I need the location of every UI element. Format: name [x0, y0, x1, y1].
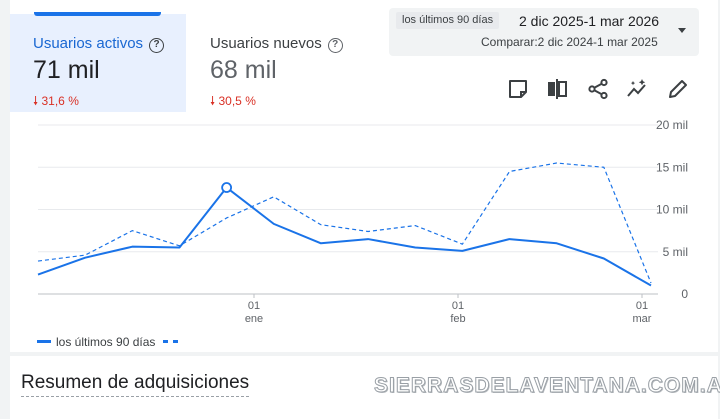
active-users-label: Usuarios activos?: [33, 35, 165, 53]
insights-icon[interactable]: [626, 78, 648, 100]
tab-active-users[interactable]: [10, 14, 186, 112]
watermark: SIERRASDELAVENTANA.COM.AR: [374, 374, 720, 398]
active-users-value: 71 mil: [33, 56, 100, 84]
series-line-compare: [37, 162, 652, 284]
date-range-compare: Comparar:2 dic 2024-1 mar 2025: [481, 35, 658, 49]
legend-dashed-swatch: [163, 340, 168, 343]
active-users-delta: 🠗 31,6 %: [33, 94, 79, 108]
dropdown-caret-icon[interactable]: [678, 28, 686, 33]
arrow-down-icon: 🠗: [33, 94, 39, 108]
acquisition-card: [10, 356, 718, 419]
legend-solid-swatch: [37, 340, 51, 343]
x-tick-day: 01: [248, 300, 260, 312]
note-icon[interactable]: [507, 78, 529, 100]
x-tick-month: mar: [633, 313, 652, 325]
help-icon[interactable]: ?: [149, 38, 165, 53]
x-tick-day: 01: [636, 300, 648, 312]
highlight-point: [221, 182, 233, 193]
active-tab-indicator: [34, 12, 161, 16]
new-users-label: Usuarios nuevos?: [210, 35, 343, 53]
series-line-current: [37, 186, 652, 287]
x-tick-day: 01: [452, 300, 464, 312]
legend-dashed-swatch: [173, 340, 178, 343]
new-users-value: 68 mil: [210, 56, 277, 84]
date-range-chip: los últimos 90 días: [396, 12, 500, 29]
y-tick-label: 15 mil: [656, 160, 688, 174]
y-tick-label: 0: [681, 287, 688, 301]
compare-icon[interactable]: [546, 78, 568, 100]
help-icon[interactable]: ?: [327, 38, 343, 53]
x-tick-month: ene: [245, 313, 263, 325]
date-range-main: 2 dic 2025-1 mar 2026: [519, 13, 660, 29]
legend-current-label: los últimos 90 días: [56, 335, 156, 349]
y-tick-label: 10 mil: [656, 203, 688, 217]
edit-icon[interactable]: [667, 78, 689, 100]
x-tick-month: feb: [450, 313, 465, 325]
y-tick-label: 5 mil: [663, 245, 688, 259]
new-users-delta: 🠗 30,5 %: [210, 94, 256, 108]
section-title[interactable]: Resumen de adquisiciones: [21, 372, 250, 397]
share-icon[interactable]: [587, 78, 609, 100]
arrow-down-icon: 🠗: [210, 94, 216, 108]
y-tick-label: 20 mil: [656, 118, 688, 132]
